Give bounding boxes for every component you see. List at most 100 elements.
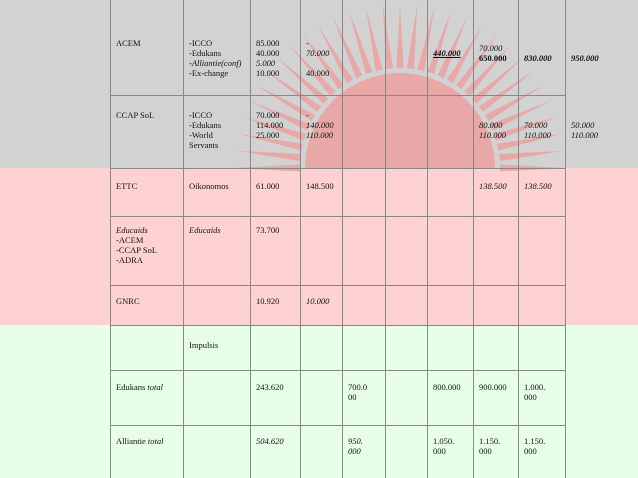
cell-line: 650.000 [479, 53, 507, 63]
cell-line: 138.500 [524, 181, 552, 191]
cell-line: 110.000 [306, 130, 333, 140]
table-cell: 950.000 [571, 53, 599, 63]
column-rule [250, 0, 251, 478]
cell-line: 110.000 [571, 130, 598, 140]
cell-line: 000 [433, 446, 446, 456]
cell-line: -ICCO [189, 38, 213, 48]
cell-line: 00 [348, 392, 357, 402]
table-cell: 243.620 [256, 382, 284, 392]
row-rule [110, 95, 565, 96]
cell-line: ETTC [116, 181, 138, 191]
cell-line: 70.000 [256, 110, 280, 120]
cell-line: Oikonomos [189, 181, 229, 191]
table-cell: 138.500 [479, 181, 507, 191]
table-cell: Impulsis [189, 340, 218, 350]
cell-line: 000 [524, 392, 537, 402]
cell-line: 1.050. [433, 436, 455, 446]
table-cell: ACEM [116, 38, 141, 48]
table-cell: 700.0 00 [348, 382, 367, 402]
cell-line: -Alliantie(conf) [189, 58, 242, 68]
table-cell: -140.000 110.000 [306, 110, 334, 140]
cell-line: 504.620 [256, 436, 284, 446]
cell-line: Alliantie total [116, 436, 164, 446]
cell-line: Educaids [116, 225, 148, 235]
cell-line: 80.000 [479, 120, 503, 130]
cell-line: 110.000 [524, 130, 551, 140]
table-cell: 70.000 650.000 [479, 43, 507, 63]
cell-line: 25.000 [256, 130, 280, 140]
cell-line: 140.000 [306, 120, 334, 130]
cell-line: 700.0 [348, 382, 368, 392]
table-cell: 1.150. 000 [479, 436, 500, 456]
column-rule [385, 0, 386, 478]
cell-line: 1.150. [479, 436, 501, 446]
table-cell: 80.000 110.000 [479, 120, 506, 140]
row-rule [110, 168, 565, 169]
table-cell: 148.500 [306, 181, 334, 191]
table-cell: 950.000 [348, 436, 363, 456]
table-cell: Educaids -ACEM -CCAP SoL -ADRA [116, 225, 157, 265]
table-cell: Educaids [189, 225, 221, 235]
column-rule [342, 0, 343, 478]
cell-line: 10.000 [256, 68, 280, 78]
cell-line: -ADRA [116, 255, 143, 265]
cell-line: - [306, 110, 309, 120]
cell-line: Edukans total [116, 382, 163, 392]
cell-line: - [306, 38, 309, 48]
column-rule [110, 0, 111, 478]
cell-line: ACEM [116, 38, 141, 48]
table-cell: 1.050. 000 [433, 436, 454, 456]
table-cell: 10.920 [256, 296, 279, 306]
column-rule [183, 0, 184, 478]
table-cell: 61.000 [256, 181, 279, 191]
table-cell: 85.000 40.000 5.000 10.000 [256, 38, 279, 78]
table-cell: 70.000 110.000 [524, 120, 551, 140]
row-rule [110, 285, 565, 286]
cell-line: 000 [348, 446, 361, 456]
cell-line: 243.620 [256, 382, 284, 392]
cell-line: 830.000 [524, 53, 552, 63]
table-cell: 70.000 114.000 25.000 [256, 110, 283, 140]
column-rule [427, 0, 428, 478]
table-cell: Edukans total [116, 382, 163, 392]
cell-line: -Ex-change [189, 68, 229, 78]
cell-line [306, 58, 329, 68]
cell-line: 10.000 [306, 296, 330, 306]
column-rule [300, 0, 301, 478]
table-cell: -70.000 40.000 [306, 38, 329, 78]
table-cell: -ICCO -Edukans -Alliantie(conf) -Ex-change [189, 38, 241, 78]
cell-line: 1.150. [524, 436, 546, 446]
table-cell: ETTC [116, 181, 137, 191]
table-cell: 900.000 [479, 382, 507, 392]
cell-line: 148.500 [306, 181, 334, 191]
column-rule [565, 0, 566, 478]
cell-line: 40.000 [256, 48, 280, 58]
table-cell: 50.000 110.000 [571, 120, 598, 140]
cell-line: 50.000 [571, 120, 595, 130]
cell-line: Servants [189, 140, 219, 150]
table-cell: CCAP SoL [116, 110, 154, 120]
cell-line: 114.000 [256, 120, 284, 130]
cell-line: 110.000 [479, 130, 506, 140]
cell-line: 5.000 [256, 58, 276, 68]
cell-line: 000 [524, 446, 537, 456]
cell-line: 950. [348, 436, 363, 446]
table-cell: 73.700 [256, 225, 279, 235]
table-cell: 1.000. 000 [524, 382, 545, 402]
column-rule [473, 0, 474, 478]
cell-line: 800.000 [433, 382, 461, 392]
cell-line: 1.000. [524, 382, 546, 392]
cell-line: 61.000 [256, 181, 280, 191]
table-cell: Alliantie total [116, 436, 163, 446]
cell-line: 85.000 [256, 38, 280, 48]
table-cell: 830.000 [524, 53, 552, 63]
cell-line: 70.000 [479, 43, 503, 53]
cell-line: 70.000 [524, 120, 548, 130]
table-cell: 440.000 [433, 48, 461, 58]
cell-line: 138.500 [479, 181, 507, 191]
row-rule [110, 325, 565, 326]
table-cell: -ICCO -Edukans -World Servants [189, 110, 221, 150]
cell-line: CCAP SoL [116, 110, 155, 120]
